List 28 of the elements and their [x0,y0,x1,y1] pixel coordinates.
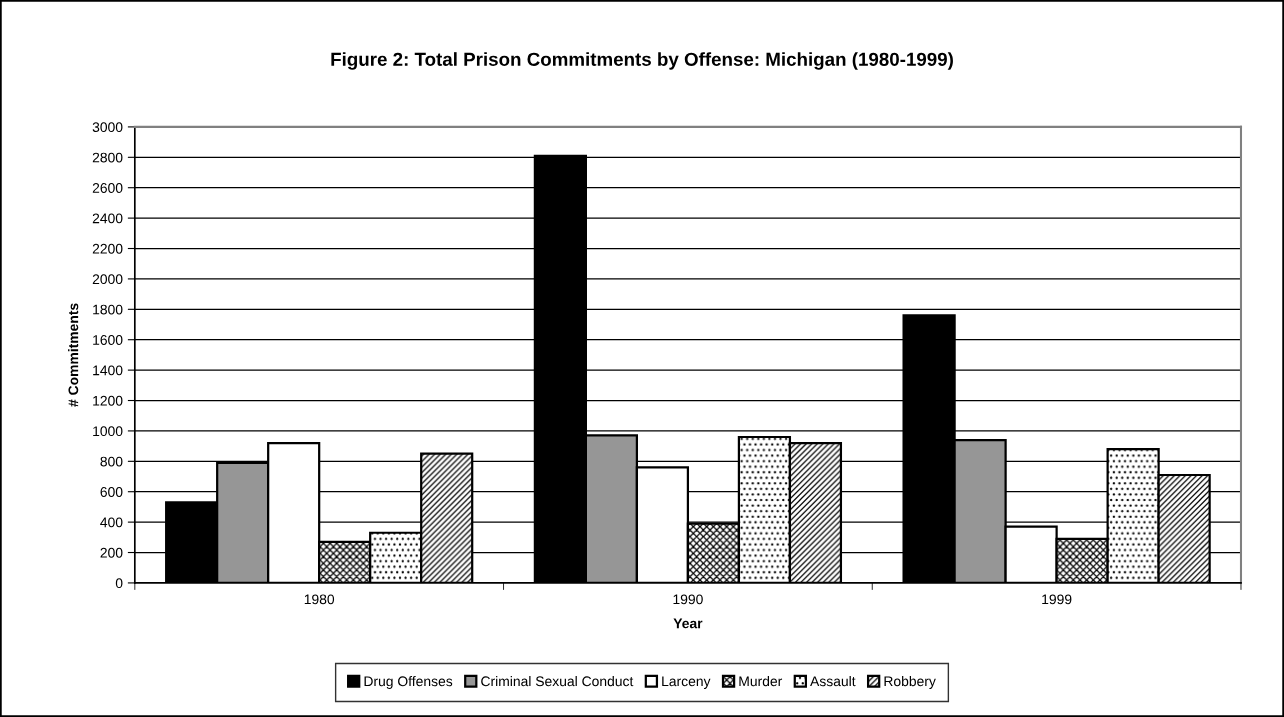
y-tick-label: 200 [100,547,123,558]
y-tick-label: 2200 [92,243,123,254]
legend-label: Drug Offenses [364,676,453,689]
y-tick-label: 1200 [93,395,123,406]
legend-label: Larceny [662,676,711,689]
x-axis-title: Year [673,618,703,629]
y-tick-label: 1400 [93,365,123,376]
y-tick-label: 1600 [93,335,123,345]
legend-label: Robbery [884,676,936,689]
x-tick-label: 1999 [1042,594,1072,605]
y-tick-label: 3000 [92,122,123,133]
y-axis-title: # Commitments [68,303,79,407]
y-tick-label: 800 [100,456,123,467]
y-tick-label: 2800 [92,152,123,163]
y-tick-label: 1000 [93,426,123,437]
y-tick-label: 600 [100,487,123,497]
legend-label: Assault [810,676,856,687]
x-tick-label: 1990 [673,594,703,605]
y-tick-label: 400 [100,517,123,528]
chart-title: Figure 2: Total Prison Commitments by Offense: Michigan (1980-1999) [331,52,953,70]
legend-label: Criminal Sexual Conduct [481,676,634,687]
y-tick-label: 2000 [92,274,123,285]
y-tick-label: 2600 [92,183,123,193]
y-tick-label: 2400 [92,213,123,224]
legend-label: Murder [739,676,783,687]
y-tick-label: 0 [115,578,123,589]
y-tick-label: 1800 [93,304,123,315]
x-tick-label: 1980 [304,594,335,605]
